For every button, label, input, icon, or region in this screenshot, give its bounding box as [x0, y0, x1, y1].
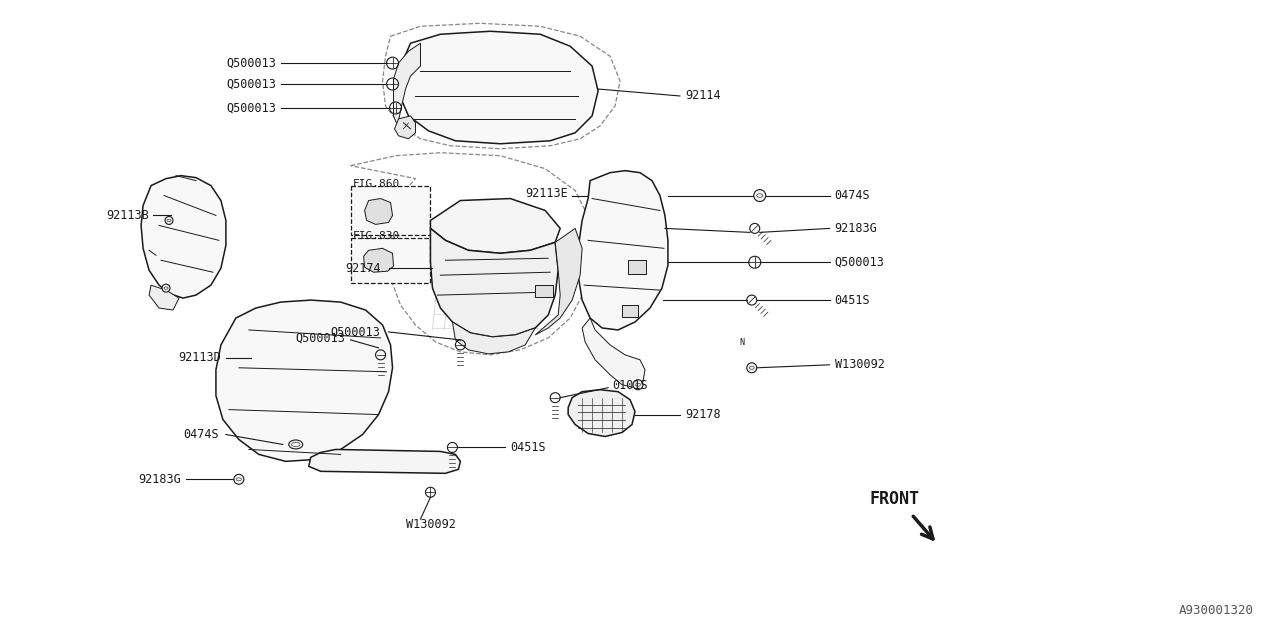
Bar [622, 305, 637, 317]
Text: FRONT: FRONT [869, 490, 919, 508]
Polygon shape [579, 171, 668, 330]
Ellipse shape [289, 440, 303, 449]
Text: Q500013: Q500013 [225, 77, 275, 90]
Polygon shape [216, 300, 393, 461]
Text: 92114: 92114 [685, 90, 721, 102]
Bar [351, 186, 430, 236]
Text: Q500013: Q500013 [225, 56, 275, 70]
Polygon shape [364, 248, 393, 272]
Text: FIG.830: FIG.830 [352, 232, 399, 241]
Text: 92183G: 92183G [835, 222, 877, 235]
Text: Q500013: Q500013 [225, 101, 275, 115]
Circle shape [746, 363, 756, 372]
Text: 92178: 92178 [685, 408, 721, 421]
Polygon shape [398, 31, 598, 144]
Text: 92174: 92174 [344, 262, 380, 275]
Circle shape [754, 189, 765, 202]
Text: W130092: W130092 [835, 358, 884, 371]
Text: Q500013: Q500013 [296, 332, 346, 344]
Polygon shape [148, 285, 179, 310]
Text: Q500013: Q500013 [835, 256, 884, 269]
Polygon shape [568, 390, 635, 436]
Text: 92113E: 92113E [525, 187, 568, 200]
Circle shape [165, 216, 173, 225]
Text: Q500013: Q500013 [330, 326, 380, 339]
Polygon shape [393, 44, 420, 126]
Text: 0101S: 0101S [612, 380, 648, 392]
Bar [351, 238, 430, 283]
Polygon shape [430, 198, 561, 253]
Text: 0451S: 0451S [511, 441, 545, 454]
Text: 0451S: 0451S [835, 294, 870, 307]
Polygon shape [452, 322, 535, 354]
Polygon shape [365, 198, 393, 225]
Text: 92113B: 92113B [106, 209, 148, 222]
Polygon shape [308, 449, 461, 474]
Circle shape [234, 474, 244, 484]
Bar [535, 285, 553, 297]
Polygon shape [394, 116, 416, 139]
Polygon shape [535, 228, 582, 335]
Text: N: N [740, 338, 744, 347]
Text: W130092: W130092 [406, 518, 456, 531]
Text: 0474S: 0474S [835, 189, 870, 202]
Polygon shape [430, 228, 558, 337]
Bar [628, 260, 646, 274]
Polygon shape [141, 175, 225, 298]
Text: 0474S: 0474S [183, 428, 219, 441]
Polygon shape [582, 318, 645, 388]
Text: 92183G: 92183G [138, 473, 180, 486]
Text: FIG.860: FIG.860 [352, 179, 399, 189]
Text: 92113D: 92113D [178, 351, 221, 364]
Circle shape [163, 284, 170, 292]
Text: A930001320: A930001320 [1179, 604, 1253, 617]
Circle shape [634, 380, 643, 390]
